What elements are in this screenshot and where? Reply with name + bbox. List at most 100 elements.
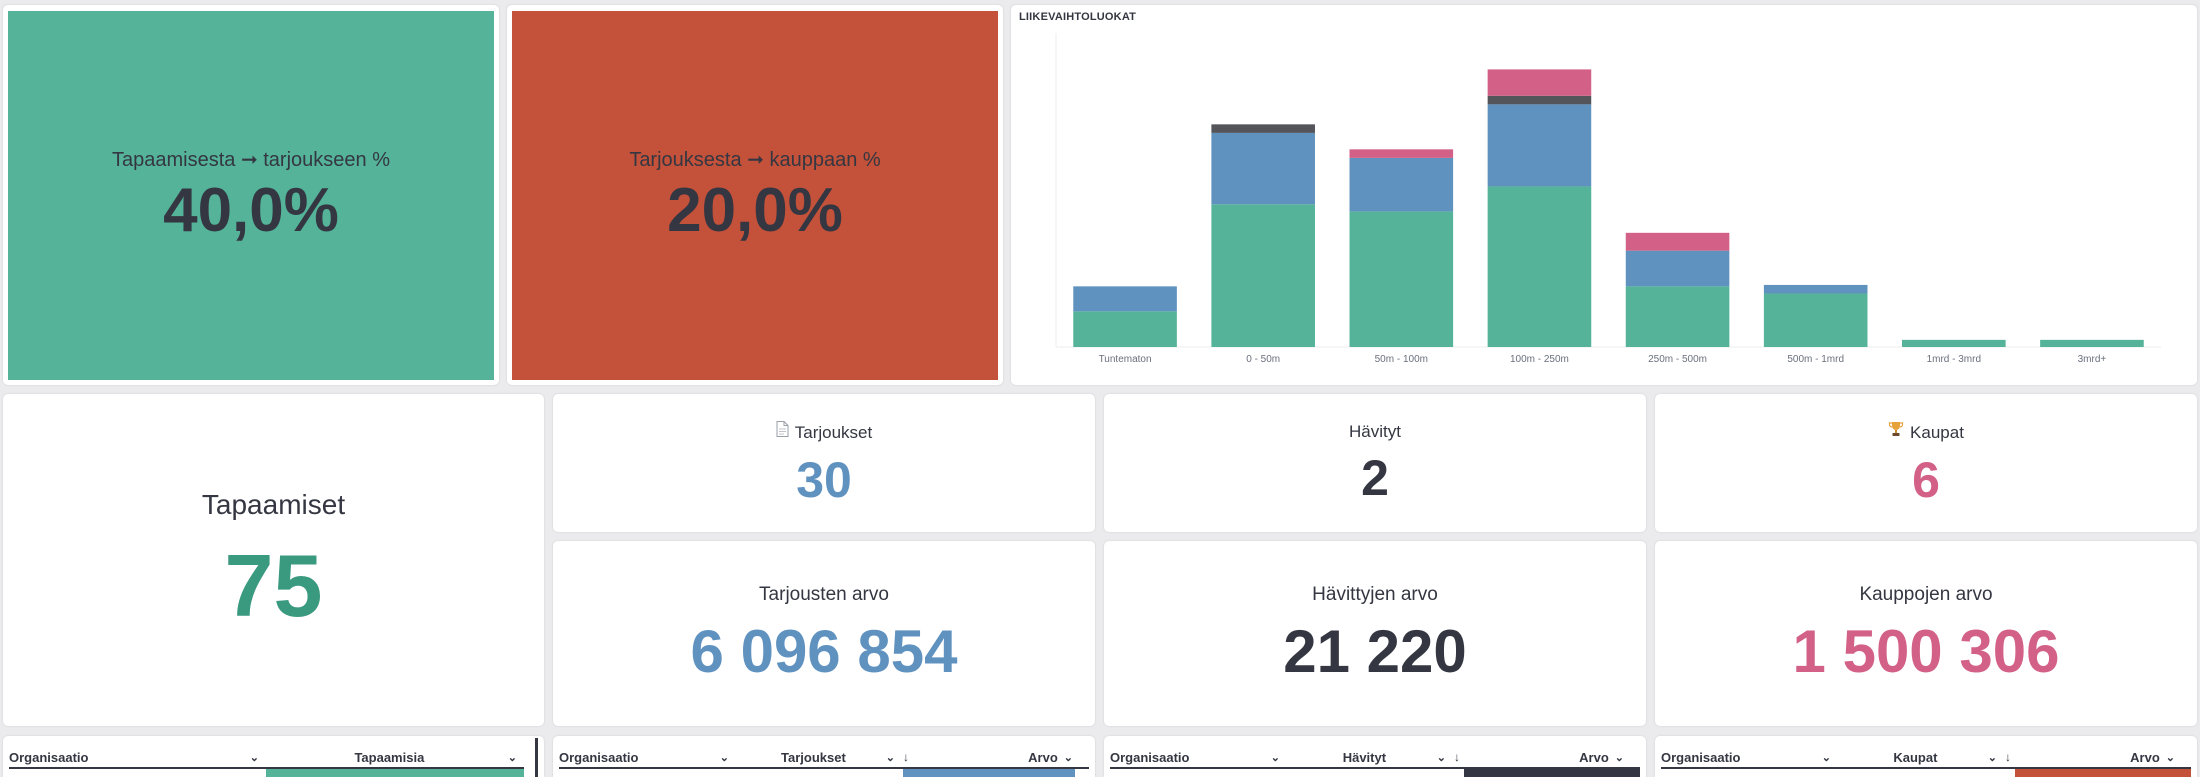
lost-panel: Hävityt 2 [1104, 394, 1646, 532]
scrollbar[interactable] [535, 738, 538, 777]
sort-arrow-icon[interactable]: ↓ [903, 750, 909, 764]
value-bar [903, 769, 1075, 777]
deals-label: Kaupat [1910, 422, 1964, 442]
chevron-down-icon[interactable]: ⌄ [1063, 751, 1073, 764]
chevron-down-icon[interactable]: ⌄ [507, 751, 517, 764]
trophy-icon [1888, 421, 1904, 442]
document-icon [776, 420, 789, 442]
deals-panel: Kaupat 6 [1655, 394, 2197, 532]
col-arvo-label: Arvo [1028, 749, 1058, 765]
col-organisaatio[interactable]: Organisaatio ⌄ [1655, 745, 1837, 769]
col-havityt[interactable]: Hävityt ⌄ ↓ [1286, 745, 1466, 769]
bar-segment[interactable] [1763, 293, 1868, 347]
bar-segment[interactable] [1211, 132, 1315, 205]
x-tick-label: 3mrd+ [2078, 354, 2107, 365]
col-tapaamisia-label: Tapaamisia [354, 749, 425, 765]
bar-segment[interactable] [1487, 69, 1592, 96]
offers-value-label: Tarjousten arvo [759, 583, 889, 605]
offers-value-panel: Tarjousten arvo 6 096 854 [553, 541, 1095, 726]
bar-segment[interactable] [1487, 95, 1592, 105]
deals-value-amount: 1 500 306 [1792, 618, 2060, 686]
deals-value: 6 [1912, 451, 1940, 508]
rate-meeting-offer-tile: Tapaamisesta ➞ tarjoukseen % 40,0% [8, 11, 494, 380]
sort-arrow-icon[interactable]: ↓ [2005, 750, 2011, 764]
lost-table-header: Organisaatio ⌄ Hävityt ⌄ ↓ Arvo ⌄ [1104, 745, 1646, 769]
col-kaupat[interactable]: Kaupat ⌄ ↓ [1837, 745, 2017, 769]
col-arvo[interactable]: Arvo ⌄ [915, 745, 1079, 769]
x-tick-label: 250m - 500m [1648, 354, 1707, 365]
header-divider [9, 767, 524, 769]
bar-segment[interactable] [1625, 286, 1730, 347]
chevron-down-icon[interactable]: ⌄ [249, 751, 259, 764]
col-organisaatio[interactable]: Organisaatio ⌄ [553, 745, 735, 769]
chevron-down-icon[interactable]: ⌄ [1821, 751, 1831, 764]
header-divider [559, 767, 1089, 769]
bar-segment[interactable] [1211, 204, 1315, 347]
x-tick-label: 1mrd - 3mrd [1927, 354, 1981, 365]
rate-meeting-offer-panel: Tapaamisesta ➞ tarjoukseen % 40,0% [3, 5, 499, 385]
header-divider [1110, 767, 1640, 769]
bar-segment[interactable] [1487, 104, 1592, 187]
bar-segment[interactable] [1763, 284, 1868, 294]
offers-label-row: Tarjoukset [776, 420, 872, 444]
chevron-down-icon[interactable]: ⌄ [719, 751, 729, 764]
deals-value-label: Kauppojen arvo [1859, 583, 1993, 605]
lost-table-panel: Organisaatio ⌄ Hävityt ⌄ ↓ Arvo ⌄ [1104, 736, 1646, 777]
col-arvo-label: Arvo [2130, 749, 2160, 765]
value-bar [266, 769, 524, 777]
col-organisaatio[interactable]: Organisaatio ⌄ [1104, 745, 1286, 769]
offers-label: Tarjoukset [794, 422, 873, 442]
offers-table-header: Organisaatio ⌄ Tarjoukset ⌄ ↓ Arvo ⌄ [553, 745, 1095, 769]
chevron-down-icon[interactable]: ⌄ [1436, 751, 1446, 764]
lost-value: 2 [1361, 449, 1389, 506]
sort-arrow-icon[interactable]: ↓ [1453, 750, 1460, 764]
x-tick-label: Tuntematon [1099, 354, 1152, 365]
bar-segment[interactable] [1625, 232, 1730, 251]
bar-segment[interactable] [1487, 186, 1592, 347]
chevron-down-icon[interactable]: ⌄ [885, 751, 895, 764]
x-tick-label: 500m - 1mrd [1787, 354, 1844, 365]
bar-segment[interactable] [1349, 149, 1454, 158]
deals-table-header: Organisaatio ⌄ Kaupat ⌄ ↓ Arvo ⌄ [1655, 745, 2197, 769]
bar-segment[interactable] [1902, 339, 2006, 347]
offers-table-panel: Organisaatio ⌄ Tarjoukset ⌄ ↓ Arvo ⌄ [553, 736, 1095, 777]
bar-segment[interactable] [1349, 211, 1454, 347]
meetings-table-header: Organisaatio ⌄ Tapaamisia ⌄ [3, 745, 544, 769]
chart-title: LIIKEVAIHTOLUOKAT [1019, 11, 1137, 23]
header-divider [1661, 767, 2191, 769]
chevron-down-icon[interactable]: ⌄ [1614, 751, 1624, 764]
col-organisaatio-label: Organisaatio [9, 749, 89, 765]
deals-value-panel: Kauppojen arvo 1 500 306 [1655, 541, 2197, 726]
x-tick-label: 0 - 50m [1246, 354, 1280, 365]
lost-value-label: Hävittyjen arvo [1312, 583, 1438, 605]
bar-segment[interactable] [1073, 311, 1177, 347]
bar-segment[interactable] [1625, 250, 1730, 287]
offers-value-amount: 6 096 854 [690, 618, 958, 686]
rate-offer-deal-value: 20,0% [667, 175, 843, 245]
bar-segment[interactable] [1349, 157, 1454, 212]
chevron-down-icon[interactable]: ⌄ [1270, 751, 1280, 764]
bar-segment[interactable] [1211, 124, 1315, 133]
col-organisaatio-label: Organisaatio [1661, 749, 1741, 765]
col-arvo[interactable]: Arvo ⌄ [2017, 745, 2181, 769]
offers-panel: Tarjoukset 30 [553, 394, 1095, 532]
value-bar [2015, 769, 2191, 777]
chevron-down-icon[interactable]: ⌄ [2165, 751, 2175, 764]
offers-value: 30 [796, 451, 852, 508]
col-tarjoukset-label: Tarjoukset [781, 749, 846, 765]
chevron-down-icon[interactable]: ⌄ [1987, 751, 1997, 764]
rate-meeting-offer-label: Tapaamisesta ➞ tarjoukseen % [111, 148, 390, 171]
col-arvo-label: Arvo [1579, 749, 1609, 765]
col-organisaatio[interactable]: Organisaatio ⌄ [3, 745, 265, 769]
col-tarjoukset[interactable]: Tarjoukset ⌄ ↓ [735, 745, 915, 769]
col-arvo[interactable]: Arvo ⌄ [1466, 745, 1630, 769]
col-tapaamisia[interactable]: Tapaamisia ⌄ [265, 745, 523, 769]
meetings-table-panel: Organisaatio ⌄ Tapaamisia ⌄ [3, 736, 544, 777]
bar-segment[interactable] [1073, 286, 1177, 312]
deals-table-panel: Organisaatio ⌄ Kaupat ⌄ ↓ Arvo ⌄ [1655, 736, 2197, 777]
value-bar [1464, 769, 1640, 777]
bar-segment[interactable] [2040, 339, 2144, 347]
lost-value-panel: Hävittyjen arvo 21 220 [1104, 541, 1646, 726]
rate-offer-deal-tile: Tarjouksesta ➞ kauppaan % 20,0% [512, 11, 998, 380]
meetings-label: Tapaamiset [201, 489, 346, 520]
